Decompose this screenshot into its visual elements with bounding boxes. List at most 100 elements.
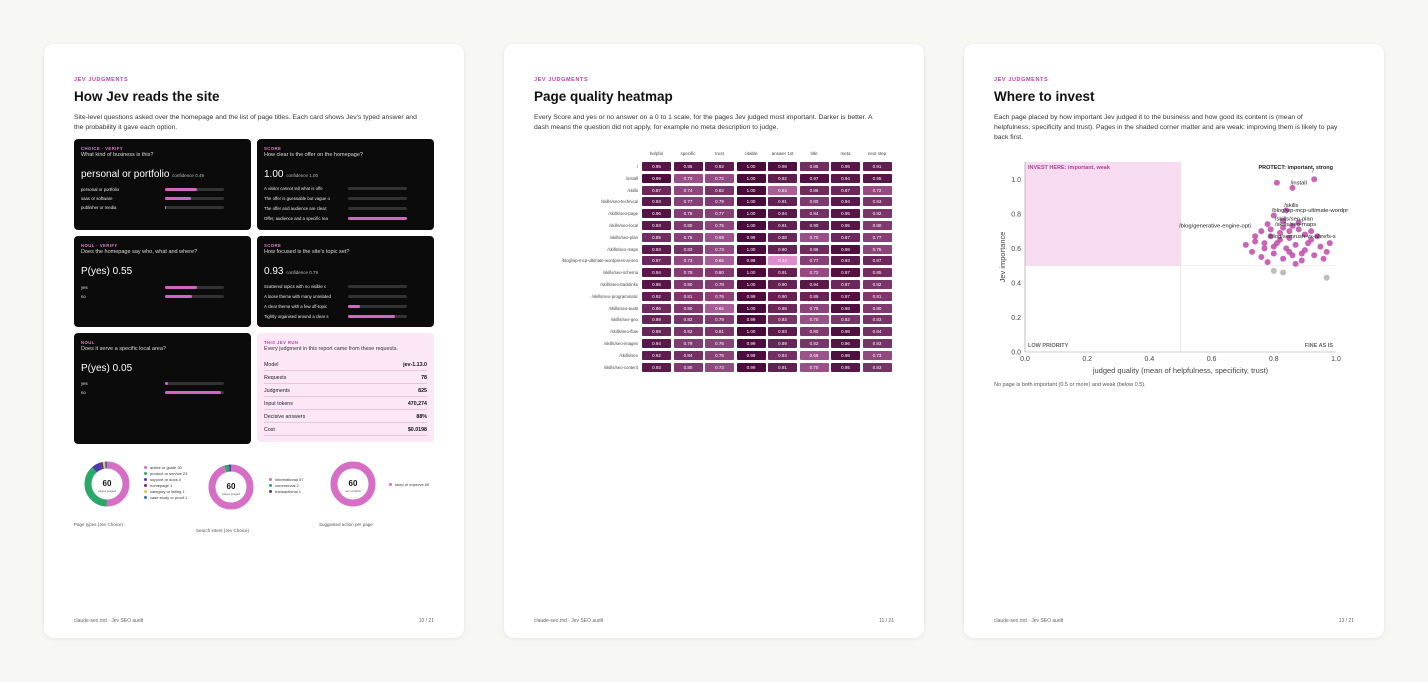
y-axis-title: Jev importance [998, 232, 1007, 283]
heatmap-cell: 0.80 [799, 197, 829, 207]
run-row: Decisive answers 88% [264, 411, 427, 423]
scatter-point [1289, 184, 1296, 191]
heatmap-row-label: /skills/seo-maps [607, 246, 638, 252]
option-value: 0.00 [414, 206, 434, 211]
scatter-point [1323, 248, 1330, 255]
legend-item: keep or improve 60 [389, 482, 429, 488]
option-row: Offer, audience and a specific rea 1.00 [264, 216, 434, 222]
heatmap-cell: 0.95 [831, 209, 860, 219]
run-value: 470,274 [407, 401, 427, 407]
scatter-point [1267, 233, 1274, 240]
heatmap-cell: 0.65 [705, 303, 734, 313]
heatmap-cell: 0.76 [705, 291, 734, 301]
heatmap-cell: 0.98 [831, 244, 860, 254]
heatmap-cell: 0.80 [705, 268, 734, 278]
heatmap-cell: 0.77 [673, 197, 703, 207]
heatmap-cell: 0.75 [862, 244, 892, 254]
heatmap-row-label: /install [625, 175, 638, 181]
option-row: saas or software 0.44 [81, 196, 251, 202]
quadrant-label-low: LOW PRIORITY [1028, 343, 1069, 349]
scatter-point [1258, 254, 1265, 260]
heatmap-cell: 0.90 [799, 221, 829, 230]
option-value: 0.01 [231, 205, 251, 210]
page-kicker: JEV JUDGMENTS [74, 77, 129, 83]
heatmap-cell: 0.78 [705, 280, 734, 289]
scatter-point [1292, 241, 1299, 248]
run-key: Model [264, 362, 279, 368]
donut-sub: pages judged [222, 492, 240, 496]
legend-swatch [269, 490, 272, 493]
heatmap-cell: 0.78 [673, 209, 703, 219]
report-page-3: JEV JUDGMENTS Where to invest Each page … [964, 44, 1384, 638]
heatmap-cell: 0.88 [768, 303, 797, 313]
heatmap-cell: 0.92 [768, 173, 797, 183]
scatter-point [1289, 222, 1296, 229]
heatmap-cell: 1.00 [736, 221, 766, 230]
y-tick-label: 0.8 [1011, 211, 1021, 218]
donut-total: 60 [227, 482, 236, 491]
scatter-point [1264, 221, 1271, 228]
scatter-point [1295, 219, 1302, 226]
invest-scatter-chart: 0.0 0.2 0.4 0.6 0.8 1.0 0.0 0.2 0.4 0.6 0.8 1.0 judg… [998, 162, 1348, 375]
option-row: Scattered topics with no visible c 0.00 [264, 284, 434, 290]
heatmap-cell: 0.82 [862, 209, 892, 219]
legend-label: commercial 2 [275, 483, 299, 488]
page-number: 13 / 21 [1338, 618, 1354, 624]
probability-bar [348, 285, 407, 288]
heatmap-cell: 0.82 [673, 315, 703, 325]
point-label: / [1312, 168, 1314, 174]
legend-item: transactional 1 [269, 489, 303, 495]
heatmap-row-label: /skills/seo-backlinks [600, 282, 638, 287]
card-who-what-where: NOUL · VERIFY Does the homepage say who,… [74, 236, 251, 327]
heatmap-cell: 0.99 [736, 256, 766, 266]
heatmap-cell: 0.72 [799, 268, 829, 278]
probability-bar-fill [348, 217, 407, 220]
point-label: /skills/seo-maps [1275, 222, 1316, 228]
option-label: Offer, audience and a specific rea [264, 216, 328, 221]
heatmap-cell: 0.95 [831, 162, 860, 171]
heatmap-column-header: citable [744, 151, 758, 156]
heatmap-cell: 0.80 [673, 280, 703, 289]
heatmap-cell: 0.99 [736, 315, 766, 325]
donut-caption: Suggested action per page [319, 522, 373, 527]
point-label: /skills/seo-plan [1275, 217, 1313, 223]
heatmap-cell: 0.65 [705, 256, 734, 266]
y-tick-label: 0.2 [1011, 315, 1021, 322]
legend-swatch [144, 466, 147, 469]
run-key: Input tokens [264, 401, 293, 407]
option-label: Tightly organised around a clear s [264, 314, 329, 319]
point-label: /blog/semrush-vs-ahrefs-s [1269, 234, 1336, 240]
option-value: 0.00 [414, 284, 434, 289]
heatmap-row-label: /skills/seo-images [604, 341, 638, 346]
heatmap-cell: 0.76 [705, 350, 734, 360]
heatmap-row-label: /skills/seo-geo [610, 317, 638, 323]
heatmap-cell: 0.92 [705, 162, 734, 171]
probability-bar-fill [348, 315, 395, 318]
heatmap-cell: 1.00 [736, 185, 766, 195]
option-value: 0.44 [231, 196, 251, 201]
option-row: no 0.45 [81, 294, 251, 300]
donut-slice [84, 461, 130, 507]
heatmap-cell: 0.98 [831, 327, 860, 337]
probability-bar-fill [165, 197, 191, 200]
run-row: Judgments 825 [264, 385, 427, 397]
donut-sub: pages judged [98, 489, 116, 493]
heatmap-cell: 0.87 [862, 256, 892, 266]
scatter-point [1326, 240, 1333, 247]
card-local-area: NOUL Does it serve a specific local area… [74, 333, 251, 444]
heatmap-cell: 0.84 [673, 350, 703, 360]
option-label: yes [81, 381, 88, 386]
card-answer: 0.93 confidence 0.79 [264, 266, 319, 277]
probability-bar-fill [165, 391, 222, 394]
heatmap-cell: 0.77 [862, 232, 892, 242]
footer-left: claude-seo.md · Jev SEO audit [994, 618, 1064, 624]
heatmap-cell: 0.83 [862, 362, 892, 372]
heatmap-cell: 0.72 [862, 185, 892, 195]
run-value: 78 [421, 375, 427, 381]
legend-label: product or service 23 [150, 471, 188, 476]
heatmap-cell: 0.91 [768, 197, 797, 207]
heatmap-cell: 1.00 [736, 280, 766, 289]
heatmap-cell: 0.99 [736, 362, 766, 372]
heatmap-cell: 0.96 [831, 339, 860, 348]
